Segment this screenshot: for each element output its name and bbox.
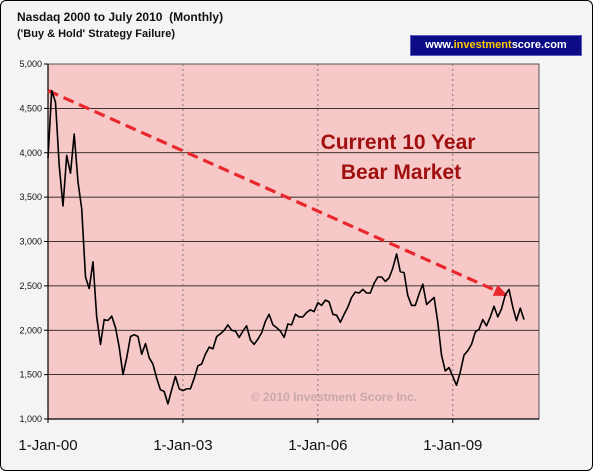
y-tick-label: 3,500 [19, 192, 42, 202]
chart-title: Nasdaq 2000 to July 2010 (Monthly) [17, 10, 224, 24]
text-layer: Current 10 Year Bear Market © 2010 Inves… [251, 131, 476, 404]
y-tick-label: 4,000 [19, 148, 42, 158]
y-tick-label: 2,000 [19, 325, 42, 335]
website-badge[interactable]: www.investmentscore.com [410, 35, 582, 56]
y-tick-label: 3,000 [19, 237, 42, 247]
trend-line [47, 89, 506, 297]
website-prefix: www. [425, 39, 454, 51]
x-tick-label: 1-Jan-00 [18, 437, 77, 454]
axis-layer: 1,000 1,500 2,000 2,500 3,000 3,500 4,000 4,500… [18, 59, 539, 454]
x-tick-label: 1-Jan-06 [288, 437, 347, 454]
y-tick-label: 1,000 [19, 414, 42, 424]
website-accent: investment [453, 39, 512, 51]
y-tick-label: 5,000 [19, 59, 42, 69]
chart-subtitle: ('Buy & Hold' Strategy Failure) [17, 28, 176, 40]
y-tick-label: 1,500 [19, 370, 42, 380]
annotation-line-1: Current 10 Year [321, 131, 476, 154]
copyright-watermark: © 2010 Investment Score Inc. [251, 390, 417, 404]
series-layer [47, 89, 525, 405]
y-tick-label: 4,500 [19, 103, 42, 113]
annotation-line-2: Bear Market [341, 161, 461, 184]
y-tick-label: 2,500 [19, 281, 42, 291]
x-tick-label: 1-Jan-09 [423, 437, 482, 454]
trend-layer [47, 89, 509, 297]
grid-layer [48, 64, 539, 419]
trend-arrowhead [492, 284, 509, 296]
series-line [47, 89, 525, 405]
x-tick-label: 1-Jan-03 [153, 437, 212, 454]
website-suffix: score.com [511, 39, 567, 51]
